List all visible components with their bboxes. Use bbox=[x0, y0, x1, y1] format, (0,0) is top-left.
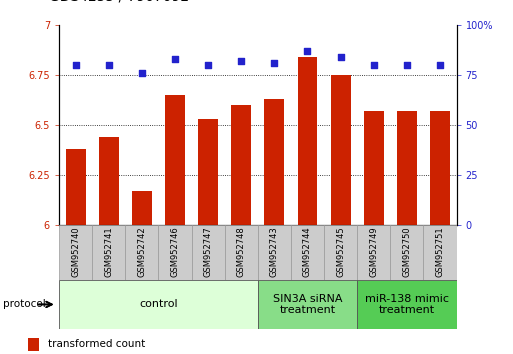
Text: protocol: protocol bbox=[3, 299, 45, 309]
Point bbox=[237, 58, 245, 64]
Point bbox=[71, 62, 80, 68]
Bar bbox=[357, 280, 457, 329]
Text: GSM952740: GSM952740 bbox=[71, 227, 80, 277]
Bar bbox=[98, 137, 119, 225]
Bar bbox=[423, 225, 457, 280]
Bar bbox=[191, 225, 225, 280]
Bar bbox=[125, 225, 159, 280]
Bar bbox=[159, 225, 191, 280]
Bar bbox=[291, 225, 324, 280]
Point bbox=[137, 70, 146, 76]
Bar bbox=[430, 111, 450, 225]
Text: GDS4255 / 7907092: GDS4255 / 7907092 bbox=[49, 0, 189, 4]
Text: GSM952742: GSM952742 bbox=[137, 227, 146, 277]
Bar bbox=[258, 225, 291, 280]
Bar bbox=[364, 111, 384, 225]
Bar bbox=[132, 191, 152, 225]
Bar bbox=[258, 280, 357, 329]
Bar bbox=[390, 225, 423, 280]
Bar bbox=[66, 149, 86, 225]
Bar bbox=[397, 111, 417, 225]
Bar bbox=[59, 225, 92, 280]
Text: GSM952746: GSM952746 bbox=[170, 227, 180, 277]
Text: GSM952745: GSM952745 bbox=[336, 227, 345, 277]
Text: GSM952744: GSM952744 bbox=[303, 227, 312, 277]
Point bbox=[204, 62, 212, 68]
Text: miR-138 mimic
treatment: miR-138 mimic treatment bbox=[365, 293, 449, 315]
Bar bbox=[231, 105, 251, 225]
Point bbox=[370, 62, 378, 68]
Text: GSM952749: GSM952749 bbox=[369, 227, 378, 277]
Bar bbox=[331, 75, 350, 225]
Bar bbox=[324, 225, 357, 280]
Bar bbox=[165, 95, 185, 225]
Text: GSM952750: GSM952750 bbox=[402, 227, 411, 277]
Point bbox=[171, 56, 179, 62]
Point bbox=[270, 60, 279, 65]
Bar bbox=[198, 119, 218, 225]
Bar bbox=[357, 225, 390, 280]
Point bbox=[303, 48, 311, 53]
Text: GSM952751: GSM952751 bbox=[436, 227, 444, 277]
Text: SIN3A siRNA
treatment: SIN3A siRNA treatment bbox=[273, 293, 342, 315]
Text: transformed count: transformed count bbox=[48, 339, 145, 349]
Text: GSM952747: GSM952747 bbox=[204, 227, 212, 277]
Text: GSM952741: GSM952741 bbox=[104, 227, 113, 277]
Bar bbox=[225, 225, 258, 280]
Point bbox=[403, 62, 411, 68]
Point bbox=[105, 62, 113, 68]
Text: control: control bbox=[139, 299, 177, 309]
Text: GSM952743: GSM952743 bbox=[270, 227, 279, 277]
Bar bbox=[92, 225, 125, 280]
Bar bbox=[264, 99, 284, 225]
Point bbox=[436, 62, 444, 68]
Text: GSM952748: GSM952748 bbox=[236, 227, 246, 277]
Bar bbox=[28, 338, 38, 350]
Point bbox=[337, 54, 345, 59]
Bar bbox=[298, 57, 318, 225]
Bar bbox=[59, 280, 258, 329]
